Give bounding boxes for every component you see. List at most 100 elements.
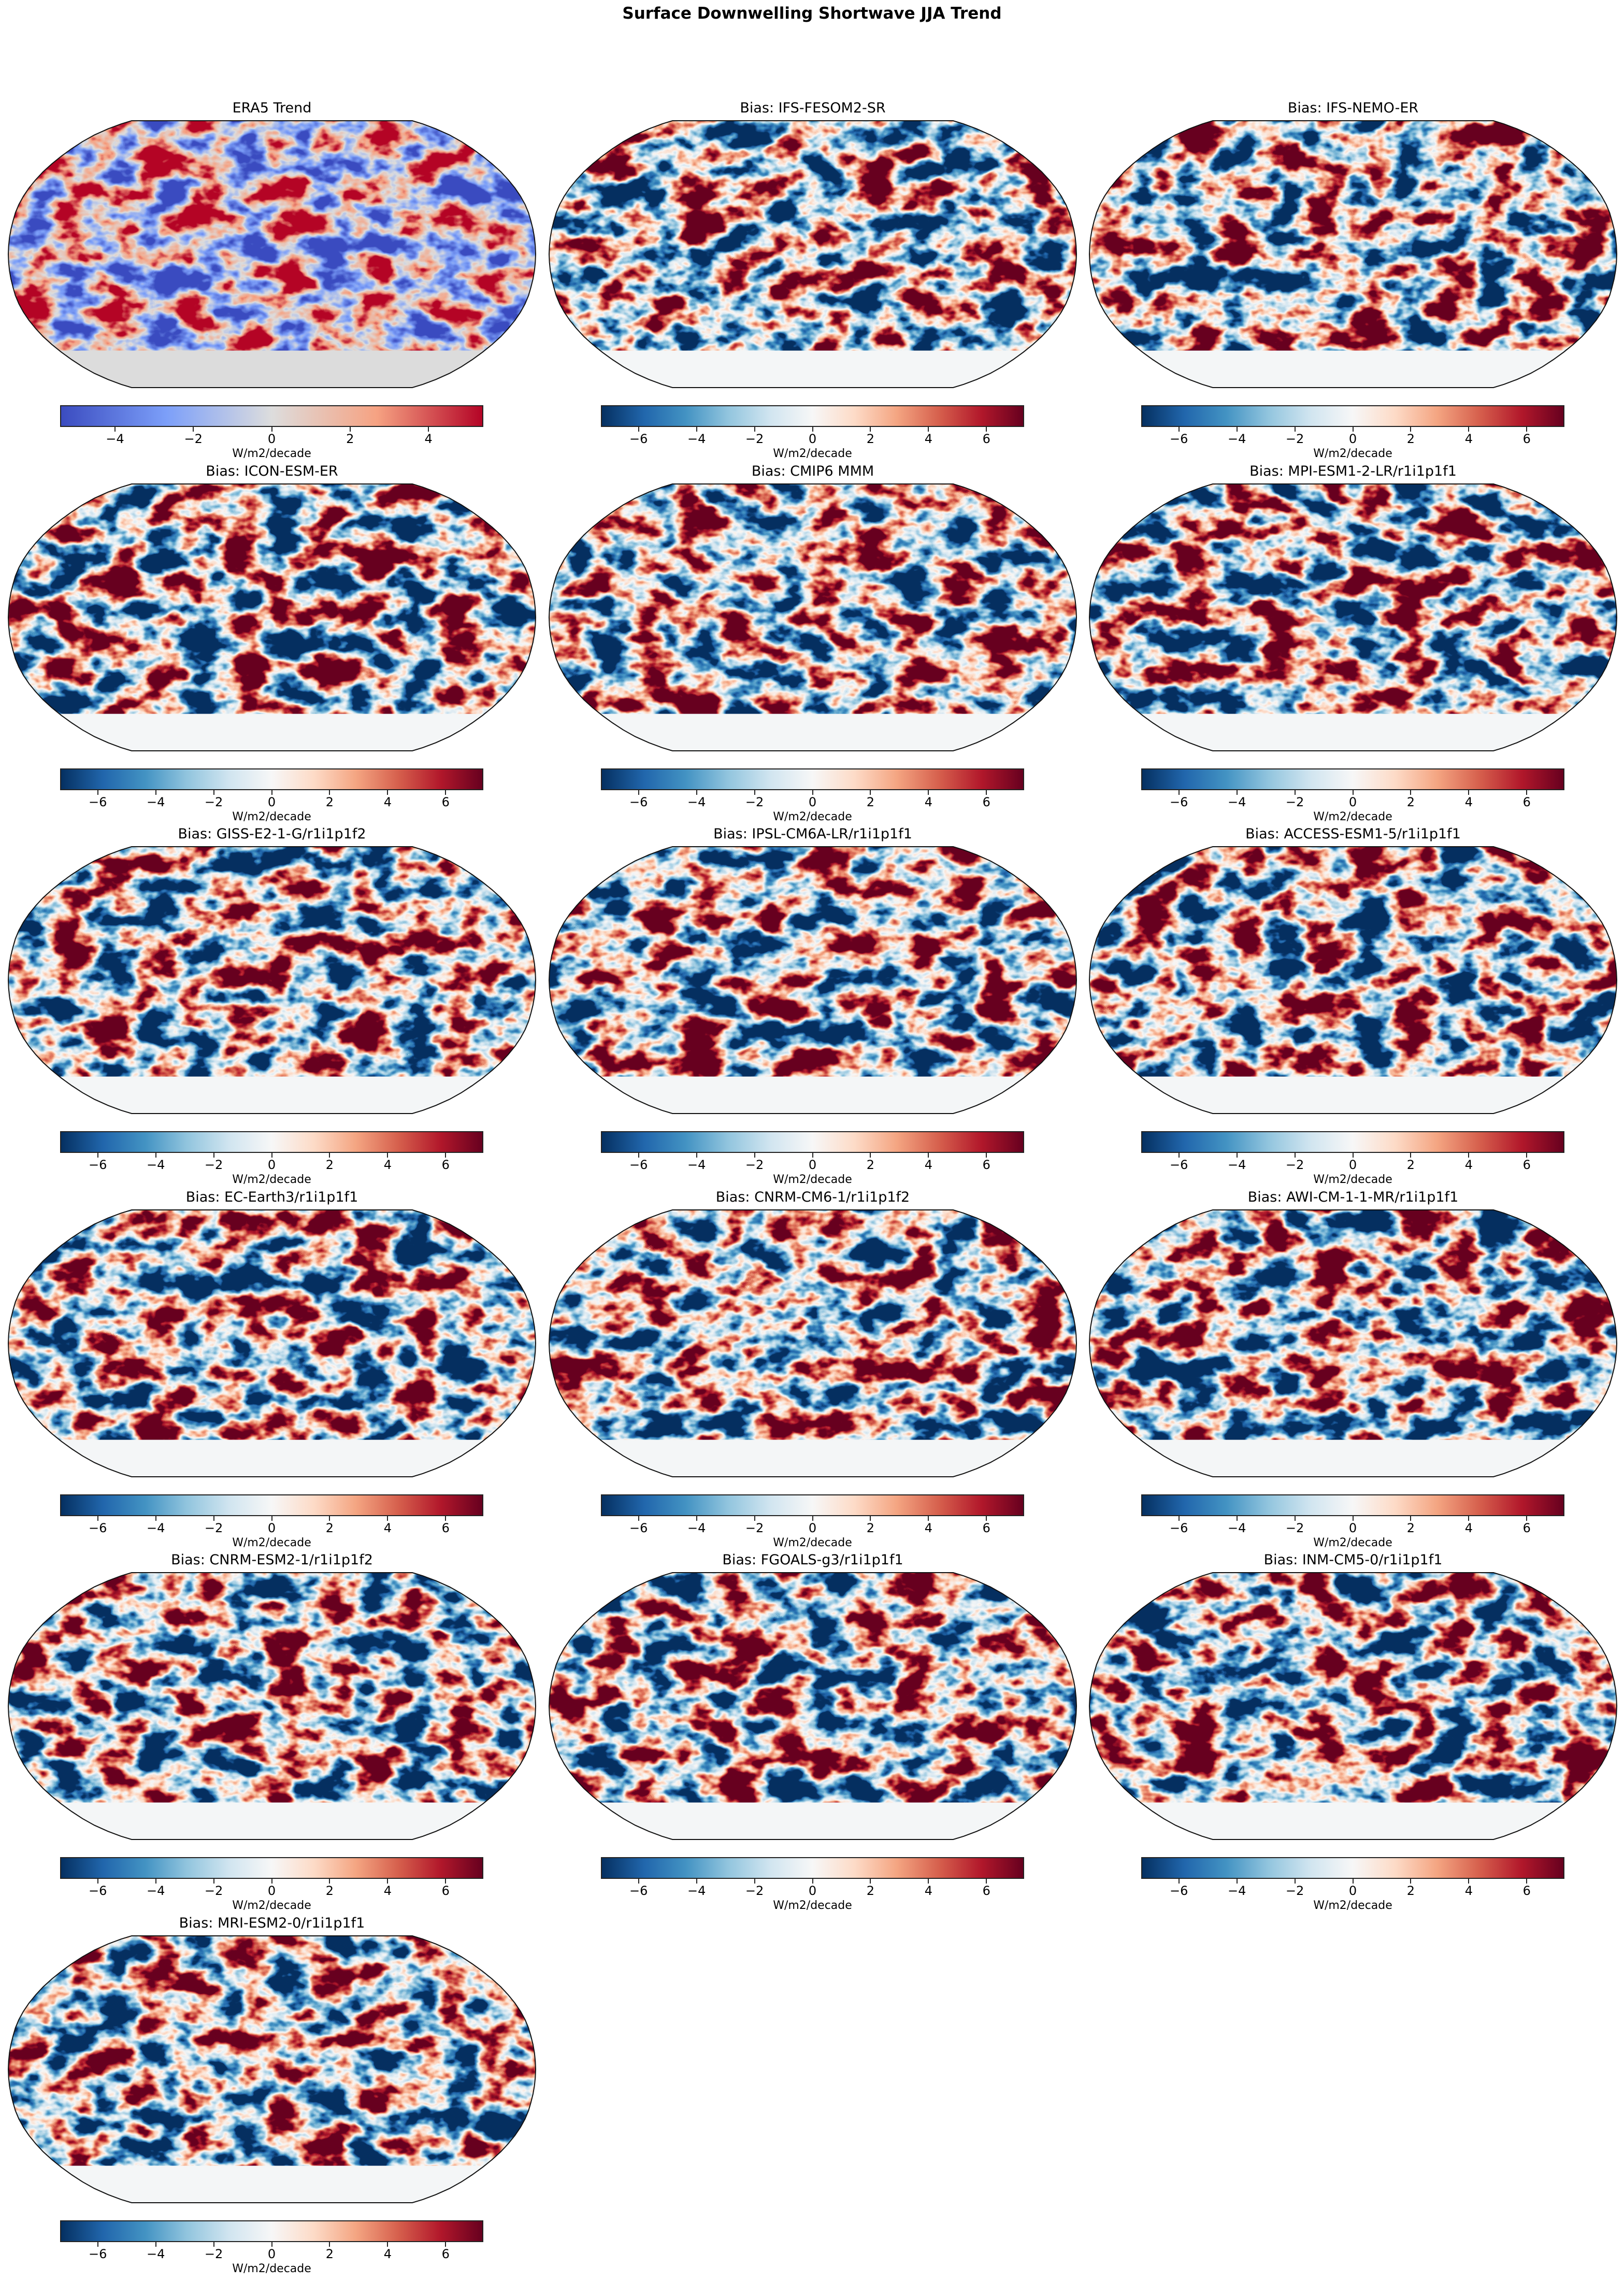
colorbar-tick <box>986 1153 987 1158</box>
colorbar-label: W/m2/decade <box>1313 1173 1392 1187</box>
colorbar-tick <box>928 790 929 795</box>
colorbar-tick-label: −2 <box>1285 1158 1304 1173</box>
colorbar-tick-label: 4 <box>383 1884 392 1899</box>
colorbar-tick-label: −4 <box>146 1158 165 1173</box>
colorbar-tick <box>638 427 639 432</box>
colorbar-tick-label: 4 <box>383 1158 392 1173</box>
colorbar-tick <box>870 427 871 432</box>
colorbar-tick <box>97 1153 98 1158</box>
heatmap-map <box>1089 1209 1617 1477</box>
colorbar-tick-label: 0 <box>1348 1884 1357 1899</box>
heatmap-field <box>549 121 1076 388</box>
heatmap-map <box>549 120 1077 388</box>
colorbar <box>60 1857 483 1879</box>
colorbar-tick-label: 6 <box>441 1884 450 1899</box>
colorbar-tick-label: 4 <box>383 1520 392 1535</box>
colorbar <box>1141 1857 1564 1879</box>
colorbar-label: W/m2/decade <box>773 1899 852 1913</box>
colorbar-tick-label: −2 <box>1285 1520 1304 1535</box>
colorbar-tick-label: 0 <box>1348 432 1357 446</box>
colorbar-label: W/m2/decade <box>1313 1899 1392 1913</box>
colorbar-tick-label: 2 <box>325 794 334 809</box>
colorbar-tick <box>812 1879 813 1884</box>
colorbar-tick <box>193 427 194 432</box>
colorbar <box>1141 405 1564 427</box>
heatmap-map <box>1089 483 1617 751</box>
colorbar-tick <box>387 1879 389 1884</box>
colorbar-tick <box>271 1153 272 1158</box>
panel-title: Bias: MPI-ESM1-2-LR/r1i1p1f1 <box>1249 463 1457 479</box>
colorbar-tick-label: −6 <box>89 794 107 809</box>
colorbar-label: W/m2/decade <box>773 1173 852 1187</box>
colorbar-tick <box>1410 1153 1412 1158</box>
colorbar-tick <box>1352 1879 1354 1884</box>
colorbar-tick-label: 4 <box>383 2247 392 2261</box>
colorbar-label: W/m2/decade <box>1313 447 1392 460</box>
colorbar-tick-label: 4 <box>924 1884 932 1899</box>
colorbar-tick-label: 4 <box>1464 1158 1473 1173</box>
colorbar-tick-label: 0 <box>808 1884 817 1899</box>
colorbar-tick-label: −6 <box>89 1884 107 1899</box>
colorbar-tick <box>155 2242 156 2247</box>
colorbar-tick <box>1410 1879 1412 1884</box>
colorbar-tick <box>812 427 813 432</box>
colorbar-tick <box>928 1879 929 1884</box>
colorbar-tick <box>754 790 755 795</box>
colorbar-tick <box>155 1516 156 1521</box>
map-boundary <box>1089 1209 1617 1477</box>
heatmap-field <box>549 847 1076 1114</box>
colorbar-tick-label: −2 <box>745 794 764 809</box>
colorbar-tick <box>1410 1516 1412 1521</box>
colorbar-tick <box>271 790 272 795</box>
colorbar-label: W/m2/decade <box>232 1173 311 1187</box>
map-panel: Bias: EC-Earth3/r1i1p1f1 −6 −4 −2 0 2 4 6 W/m2/d… <box>0 1189 541 1556</box>
heatmap-field <box>8 847 536 1114</box>
colorbar-tick <box>638 1879 639 1884</box>
colorbar-tick-label: 4 <box>924 1520 932 1535</box>
panel-title: Bias: MRI-ESM2-0/r1i1p1f1 <box>179 1915 365 1931</box>
panel-title: Bias: IFS-FESOM2-SR <box>740 100 886 116</box>
panel-title: Bias: EC-Earth3/r1i1p1f1 <box>185 1189 358 1205</box>
colorbar <box>1141 768 1564 790</box>
colorbar-tick-label: 6 <box>441 1158 450 1173</box>
panel-title: Bias: IFS-NEMO-ER <box>1287 100 1419 116</box>
heatmap-field <box>549 483 1076 751</box>
colorbar <box>60 1494 483 1516</box>
colorbar <box>601 1131 1024 1153</box>
colorbar-tick <box>213 1153 214 1158</box>
colorbar-tick-label: 0 <box>1348 794 1357 809</box>
colorbar-tick-label: 4 <box>1464 432 1473 446</box>
heatmap-field <box>1089 121 1617 388</box>
colorbar-tick-label: 0 <box>267 1158 276 1173</box>
colorbar-tick-label: −2 <box>184 432 203 446</box>
colorbar-tick-label: 6 <box>982 1884 990 1899</box>
map-panel: Bias: MPI-ESM1-2-LR/r1i1p1f1 −6 −4 −2 0 2 4 6 W/… <box>1081 463 1622 830</box>
colorbar-tick-label: −6 <box>629 1884 648 1899</box>
colorbar <box>1141 1494 1564 1516</box>
colorbar <box>601 768 1024 790</box>
colorbar-label: W/m2/decade <box>232 810 311 823</box>
colorbar-tick-label: −2 <box>745 432 764 446</box>
colorbar <box>601 405 1024 427</box>
heatmap-map <box>549 483 1077 751</box>
colorbar-tick <box>1352 790 1354 795</box>
map-panel: Bias: GISS-E2-1-G/r1i1p1f2 −6 −4 −2 0 2 4 6 W/m2… <box>0 826 541 1193</box>
colorbar-tick <box>1352 1516 1354 1521</box>
heatmap-field <box>549 1209 1076 1477</box>
colorbar-tick <box>1178 1516 1180 1521</box>
colorbar-tick-label: 4 <box>1464 794 1473 809</box>
colorbar-tick-label: 4 <box>1464 1520 1473 1535</box>
colorbar-tick-label: 2 <box>1406 794 1415 809</box>
colorbar-tick <box>1468 1153 1470 1158</box>
colorbar-tick-label: 2 <box>866 1520 875 1535</box>
colorbar-label: W/m2/decade <box>1313 1536 1392 1549</box>
heatmap-map <box>549 846 1077 1115</box>
colorbar-tick <box>870 1516 871 1521</box>
colorbar-tick-label: 0 <box>267 1520 276 1535</box>
heatmap-map <box>8 120 536 388</box>
map-boundary <box>1089 1572 1617 1841</box>
colorbar <box>60 2220 483 2242</box>
colorbar-tick-label: −6 <box>1170 432 1188 446</box>
colorbar-tick <box>387 2242 389 2247</box>
colorbar-tick <box>387 790 389 795</box>
